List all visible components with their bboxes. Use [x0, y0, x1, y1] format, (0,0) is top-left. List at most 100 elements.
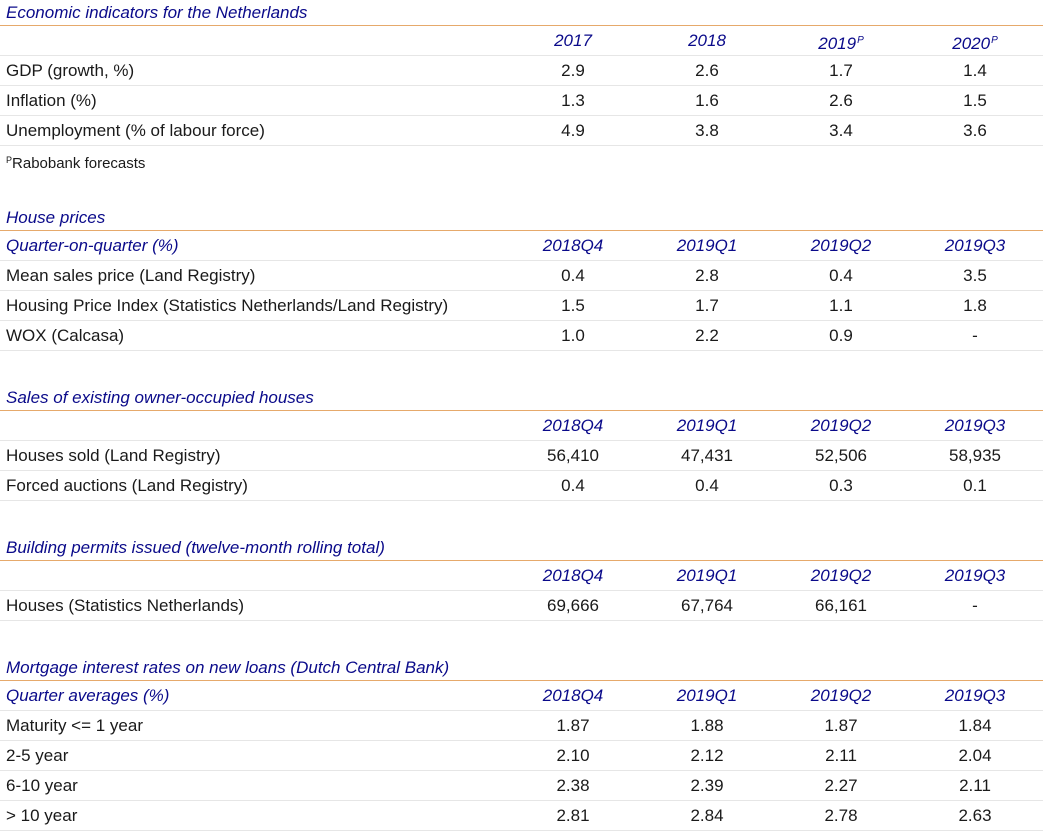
house-prices-section: House prices Quarter-on-quarter (%) 2018… — [0, 205, 1043, 351]
table-cell: 4.9 — [561, 121, 585, 140]
house-prices-header-row: Quarter-on-quarter (%) 2018Q4 2019Q1 201… — [0, 231, 1043, 261]
col-header: 2019Q1 — [676, 566, 738, 585]
forecast-mark: P — [857, 35, 864, 46]
econ-section: Economic indicators for the Netherlands … — [0, 0, 1043, 174]
col-header: 2019Q3 — [944, 236, 1006, 255]
col-header: 2019Q1 — [676, 686, 738, 705]
table-cell: 2.9 — [561, 61, 585, 80]
table-row: Houses (Statistics Netherlands) 69,666 6… — [0, 591, 1043, 621]
table-cell: 0.3 — [829, 476, 853, 495]
table-row: Inflation (%) 1.3 1.6 2.6 1.5 — [0, 86, 1043, 116]
table-cell: 2.12 — [690, 746, 724, 765]
permits-header-row: 2018Q4 2019Q1 2019Q2 2019Q3 — [0, 561, 1043, 591]
table-cell: 1.87 — [556, 716, 590, 735]
table-cell: 47,431 — [681, 446, 733, 465]
table-cell: 1.87 — [824, 716, 858, 735]
econ-col-header: 2019P — [818, 34, 864, 53]
table-cell: 52,506 — [815, 446, 867, 465]
table-row: 2-5 year 2.10 2.12 2.11 2.04 — [0, 741, 1043, 771]
row-label: WOX (Calcasa) — [6, 326, 125, 345]
mortgage-subheader: Quarter averages (%) — [6, 686, 170, 705]
row-label: Houses (Statistics Netherlands) — [6, 596, 245, 615]
col-header: 2019Q2 — [810, 686, 872, 705]
table-cell: 1.84 — [958, 716, 992, 735]
table-cell: 58,935 — [949, 446, 1001, 465]
table-cell: 3.8 — [695, 121, 719, 140]
table-cell: 2.04 — [958, 746, 992, 765]
col-header: 2019Q3 — [944, 686, 1006, 705]
table-cell: 2.81 — [556, 806, 590, 825]
permits-subheader — [0, 561, 506, 590]
col-header: 2018Q4 — [542, 416, 604, 435]
table-cell: 1.5 — [561, 296, 585, 315]
table-row: GDP (growth, %) 2.9 2.6 1.7 1.4 — [0, 56, 1043, 86]
table-cell: 0.4 — [561, 476, 585, 495]
table-cell: 2.78 — [824, 806, 858, 825]
row-label: 6-10 year — [6, 776, 78, 795]
table-cell: 0.1 — [963, 476, 987, 495]
table-cell: 3.5 — [963, 266, 987, 285]
table-cell: 1.1 — [829, 296, 853, 315]
row-label: Forced auctions (Land Registry) — [6, 476, 248, 495]
table-cell: 1.8 — [963, 296, 987, 315]
table-cell: 0.9 — [829, 326, 853, 345]
table-row: Maturity <= 1 year 1.87 1.88 1.87 1.84 — [0, 711, 1043, 741]
table-cell: 66,161 — [815, 596, 867, 615]
table-cell: 2.2 — [695, 326, 719, 345]
table-cell: 2.11 — [959, 776, 991, 795]
col-header: 2019Q3 — [944, 566, 1006, 585]
econ-col-header: 2017 — [554, 31, 592, 50]
col-header: 2018Q4 — [542, 236, 604, 255]
col-header: 2019Q1 — [676, 236, 738, 255]
econ-title: Economic indicators for the Netherlands — [0, 0, 1043, 26]
sales-title: Sales of existing owner-occupied houses — [0, 385, 1043, 411]
sales-header-row: 2018Q4 2019Q1 2019Q2 2019Q3 — [0, 411, 1043, 441]
table-cell: 1.7 — [695, 296, 719, 315]
row-label: Unemployment (% of labour force) — [6, 121, 265, 140]
table-cell: 1.6 — [695, 91, 719, 110]
table-cell: 1.0 — [561, 326, 585, 345]
col-header: 2018Q4 — [542, 566, 604, 585]
col-header: 2019Q2 — [810, 236, 872, 255]
table-cell: 2.39 — [690, 776, 724, 795]
table-row: Housing Price Index (Statistics Netherla… — [0, 291, 1043, 321]
table-cell: 2.84 — [690, 806, 724, 825]
table-cell: 0.4 — [695, 476, 719, 495]
table-cell: - — [972, 596, 978, 615]
row-label: Inflation (%) — [6, 91, 97, 110]
table-row: Forced auctions (Land Registry) 0.4 0.4 … — [0, 471, 1043, 501]
sales-subheader — [0, 411, 506, 440]
row-label: Maturity <= 1 year — [6, 716, 144, 735]
table-cell: 2.6 — [829, 91, 853, 110]
table-cell: 3.6 — [963, 121, 987, 140]
footnote-text: Rabobank forecasts — [12, 155, 146, 172]
row-label: > 10 year — [6, 806, 78, 825]
col-header: 2019Q2 — [810, 416, 872, 435]
mortgage-section: Mortgage interest rates on new loans (Du… — [0, 655, 1043, 831]
table-cell: - — [972, 326, 978, 345]
col-header: 2019Q1 — [676, 416, 738, 435]
table-cell: 1.7 — [829, 61, 853, 80]
footnote: PRabobank forecasts — [0, 146, 1043, 174]
sales-section: Sales of existing owner-occupied houses … — [0, 385, 1043, 501]
forecast-mark: P — [991, 35, 998, 46]
mortgage-title: Mortgage interest rates on new loans (Du… — [0, 655, 1043, 681]
row-label: Houses sold (Land Registry) — [6, 446, 221, 465]
table-cell: 3.4 — [829, 121, 853, 140]
col-header: 2019Q2 — [810, 566, 872, 585]
table-cell: 1.5 — [963, 91, 987, 110]
table-cell: 1.4 — [963, 61, 987, 80]
table-row: Houses sold (Land Registry) 56,410 47,43… — [0, 441, 1043, 471]
table-row: 6-10 year 2.38 2.39 2.27 2.11 — [0, 771, 1043, 801]
table-cell: 0.4 — [829, 266, 853, 285]
table-cell: 2.63 — [958, 806, 992, 825]
row-label: Mean sales price (Land Registry) — [6, 266, 256, 285]
table-cell: 0.4 — [561, 266, 585, 285]
econ-col-header: 2020P — [952, 34, 998, 53]
mortgage-header-row: Quarter averages (%) 2018Q4 2019Q1 2019Q… — [0, 681, 1043, 711]
table-cell: 69,666 — [547, 596, 599, 615]
table-row: Unemployment (% of labour force) 4.9 3.8… — [0, 116, 1043, 146]
econ-header-row: 2017 2018 2019P 2020P — [0, 26, 1043, 56]
house-prices-title: House prices — [0, 205, 1043, 231]
table-row: Mean sales price (Land Registry) 0.4 2.8… — [0, 261, 1043, 291]
